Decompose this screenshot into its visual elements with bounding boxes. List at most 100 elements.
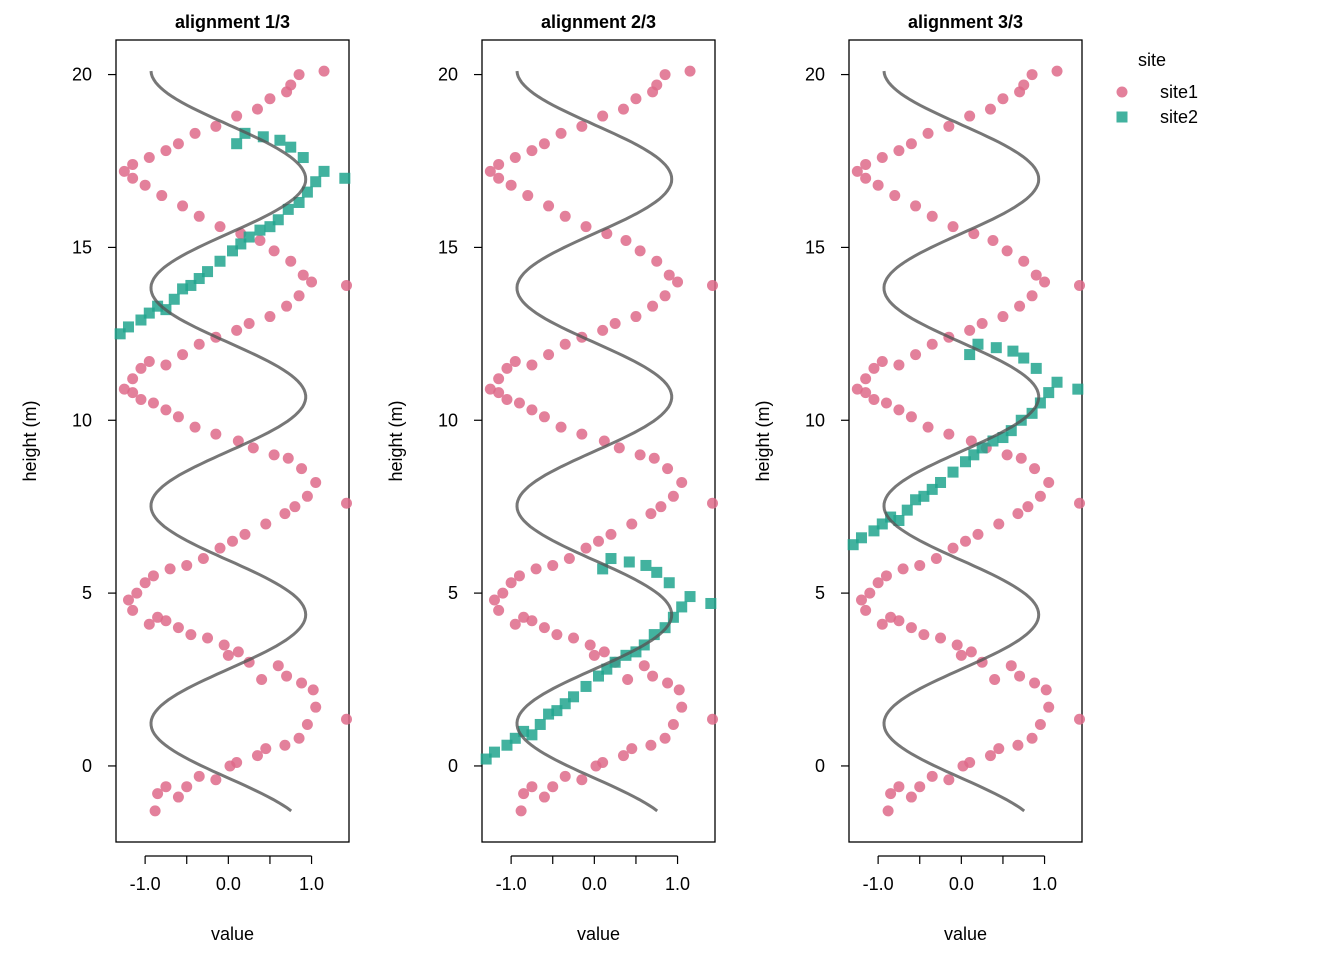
site1-point (707, 279, 719, 291)
site1-point (493, 158, 505, 170)
site1-point (526, 404, 538, 416)
site1-point (127, 604, 139, 616)
site2-point (518, 725, 530, 737)
series-site2 (114, 127, 351, 340)
site2-point (705, 597, 717, 609)
site2-point (235, 238, 247, 250)
site1-point (868, 362, 880, 374)
site1-point (160, 781, 172, 793)
site1-point (185, 629, 197, 641)
site1-point (518, 788, 530, 800)
site1-point (172, 791, 184, 803)
site1-point (493, 172, 505, 184)
site2-point (254, 224, 266, 236)
site2-point (976, 442, 988, 454)
site1-point (497, 587, 509, 599)
site2-point (601, 663, 613, 675)
site2-point (488, 746, 500, 758)
site1-point (543, 349, 555, 361)
site2-point (185, 279, 197, 291)
site1-point (1001, 449, 1013, 461)
legend-swatch-site2 (1116, 111, 1128, 123)
y-axis: 0 5 10 15 20 height (m) (386, 65, 482, 776)
site1-point (279, 739, 291, 751)
site2-point (257, 131, 269, 143)
site1-point (197, 553, 209, 565)
site1-point (301, 490, 313, 502)
x-tick-label: 1.0 (299, 874, 324, 894)
plot-frame (481, 39, 716, 843)
site1-point (613, 442, 625, 454)
site2-point (684, 591, 696, 603)
site1-point (651, 79, 663, 91)
site1-point (676, 701, 688, 713)
site1-point (662, 677, 674, 689)
site2-point (526, 729, 538, 741)
chart-panels: alignment 1/3 0 5 10 15 20 height (m) -1.0 0.0 1.… (20, 12, 1086, 944)
site1-point (707, 713, 719, 725)
fit-line (882, 70, 1041, 813)
y-tick-label: 0 (448, 756, 458, 776)
site2-point (480, 753, 492, 765)
site2-point (968, 449, 980, 461)
site1-point (341, 279, 353, 291)
site1-point (515, 805, 527, 817)
site1-point (538, 138, 550, 150)
site1-point (935, 632, 947, 644)
site1-point (526, 145, 538, 157)
site2-point (551, 705, 563, 717)
site1-point (264, 311, 276, 323)
legend-label-site2: site2 (1160, 107, 1198, 127)
site1-point (905, 791, 917, 803)
site1-point (210, 428, 222, 440)
site2-point (960, 456, 971, 468)
site1-point (997, 311, 1009, 323)
site1-point (484, 165, 496, 177)
site1-point (663, 269, 675, 281)
site1-point (563, 553, 575, 565)
site1-point (341, 713, 353, 725)
legend-swatch-site1 (1116, 86, 1128, 98)
site1-point (951, 639, 963, 651)
site1-point (193, 770, 205, 782)
site1-point (647, 670, 659, 682)
site1-point (526, 359, 538, 371)
site1-point (501, 394, 513, 406)
site1-point (289, 501, 301, 513)
site1-point (897, 563, 909, 575)
site2-point (168, 293, 180, 305)
site2-point (559, 698, 571, 710)
y-tick-label: 15 (72, 237, 92, 257)
site1-point (987, 235, 999, 246)
site2-point (885, 511, 897, 523)
site2-point (135, 314, 147, 326)
x-tick-label: -1.0 (863, 874, 894, 894)
site1-point (960, 535, 971, 547)
y-tick-label: 5 (448, 583, 458, 603)
site1-point (989, 674, 1001, 686)
site2-point (651, 566, 663, 578)
site1-point (526, 615, 538, 627)
site1-point (518, 611, 530, 623)
series-site1 (484, 65, 719, 817)
site2-point (274, 134, 286, 146)
site1-point (293, 69, 305, 81)
site1-point (882, 805, 894, 817)
site2-point (509, 732, 521, 744)
site1-point (131, 587, 143, 599)
site1-point (306, 276, 318, 288)
x-tick-label: -1.0 (130, 874, 161, 894)
site1-point (127, 373, 139, 385)
site1-point (172, 622, 184, 634)
site1-point (147, 397, 159, 409)
site1-point (282, 452, 294, 464)
site2-point (297, 152, 309, 164)
site1-point (143, 152, 155, 164)
site1-point (597, 324, 609, 336)
site1-point (210, 120, 222, 132)
site1-point (279, 508, 291, 520)
site1-point (189, 127, 201, 139)
site2-point (177, 283, 189, 295)
site1-point (584, 639, 596, 651)
site2-point (1072, 383, 1084, 395)
